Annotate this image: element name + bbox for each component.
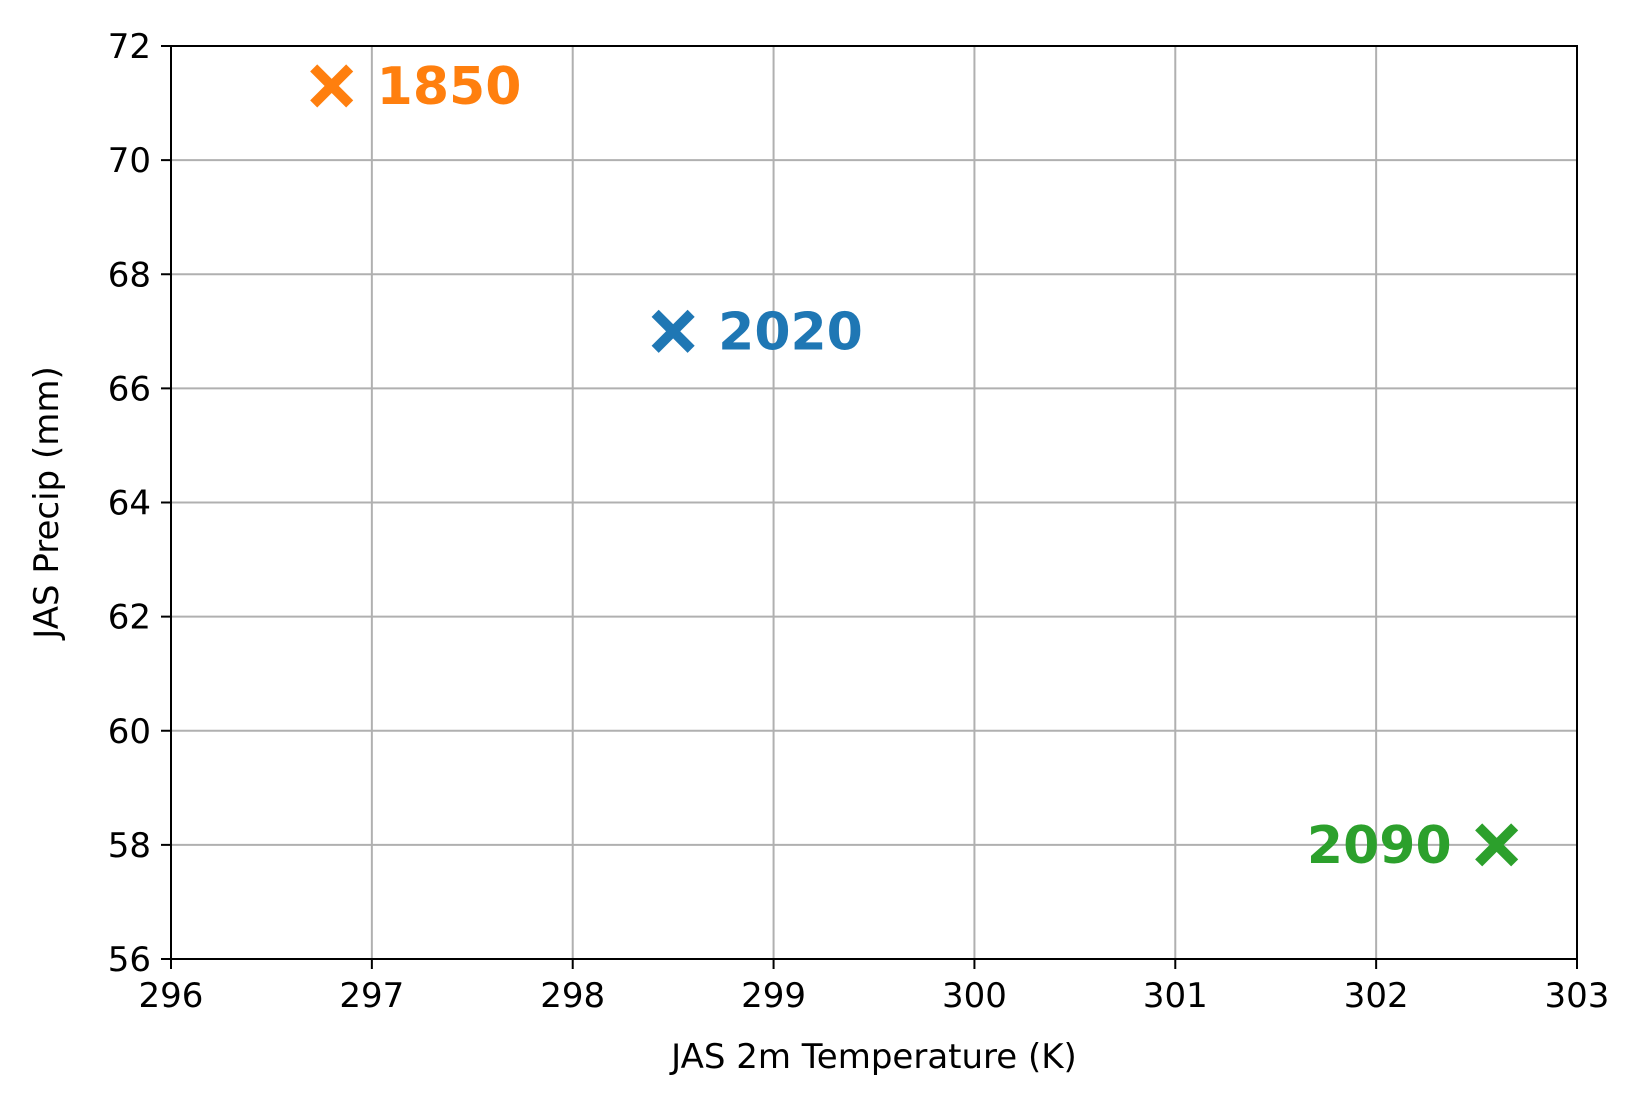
y-axis-label: JAS Precip (mm) bbox=[27, 366, 67, 640]
x-tick-label: 298 bbox=[540, 976, 605, 1016]
x-tick-label: 299 bbox=[741, 976, 806, 1016]
plot-frame bbox=[170, 45, 1578, 960]
y-tick-label: 70 bbox=[108, 141, 151, 181]
x-tick-label: 302 bbox=[1344, 976, 1409, 1016]
point-label-1850: 1850 bbox=[377, 57, 522, 117]
y-tick-label: 62 bbox=[108, 598, 151, 638]
marker-stroke bbox=[1475, 823, 1519, 867]
point-label-2020: 2020 bbox=[718, 302, 863, 362]
y-tick-label: 66 bbox=[108, 369, 151, 409]
y-tick-label: 68 bbox=[108, 255, 151, 295]
y-tick-label: 60 bbox=[108, 712, 151, 752]
y-tick-label: 72 bbox=[108, 27, 151, 67]
ticks: 296 297 298 299 300 301 302 303 56 58 60 62 64 66 68 70… bbox=[108, 27, 1610, 1016]
x-tick-label: 296 bbox=[139, 976, 204, 1016]
marker-2090 bbox=[1475, 823, 1519, 867]
marker-2020 bbox=[651, 309, 695, 353]
marker-stroke bbox=[651, 309, 695, 353]
marker-1850 bbox=[310, 64, 354, 108]
x-axis-label: JAS 2m Temperature (K) bbox=[669, 1037, 1077, 1077]
marker-stroke bbox=[310, 64, 354, 108]
x-tick-label: 301 bbox=[1143, 976, 1208, 1016]
data-points: 1850 2020 2090 bbox=[310, 57, 1519, 876]
x-tick-label: 303 bbox=[1545, 976, 1610, 1016]
y-tick-label: 64 bbox=[108, 484, 151, 524]
x-tick-label: 297 bbox=[339, 976, 404, 1016]
y-tick-label: 56 bbox=[108, 940, 151, 980]
y-tick-label: 58 bbox=[108, 826, 151, 866]
point-label-2090: 2090 bbox=[1307, 816, 1452, 876]
x-tick-label: 300 bbox=[942, 976, 1007, 1016]
